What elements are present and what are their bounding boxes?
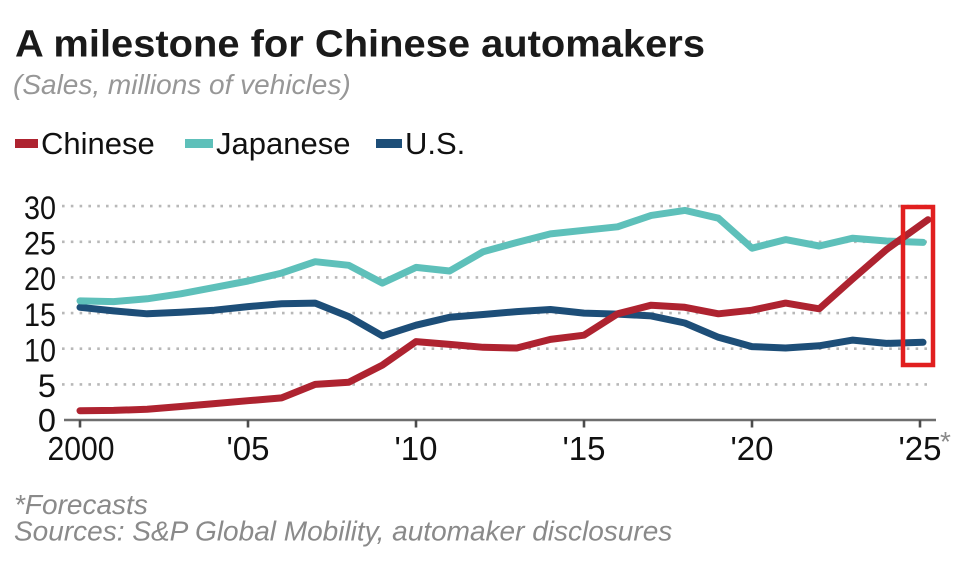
svg-text:'10: '10 <box>394 430 437 467</box>
svg-text:U.S.: U.S. <box>405 126 465 161</box>
svg-text:0: 0 <box>38 403 56 439</box>
svg-text:*Forecasts: *Forecasts <box>14 489 148 520</box>
svg-text:20: 20 <box>24 261 56 297</box>
svg-text:30: 30 <box>24 190 56 226</box>
svg-text:'15: '15 <box>562 430 605 467</box>
svg-text:'20: '20 <box>730 430 773 467</box>
svg-text:Sources: S&P Global Mobility,: Sources: S&P Global Mobility, automaker … <box>14 516 672 547</box>
svg-text:(Sales, millions of vehicles): (Sales, millions of vehicles) <box>13 69 351 100</box>
svg-text:25: 25 <box>24 226 56 262</box>
svg-text:A milestone for Chinese automa: A milestone for Chinese automakers <box>15 24 705 66</box>
svg-text:10: 10 <box>24 332 56 368</box>
svg-text:Japanese: Japanese <box>216 126 350 161</box>
svg-text:5: 5 <box>38 368 56 404</box>
svg-text:*: * <box>940 426 951 457</box>
svg-text:Chinese: Chinese <box>41 126 155 161</box>
svg-text:2000: 2000 <box>48 430 115 467</box>
svg-text:'25: '25 <box>898 430 941 467</box>
svg-text:15: 15 <box>24 297 56 333</box>
svg-text:'05: '05 <box>226 430 269 467</box>
